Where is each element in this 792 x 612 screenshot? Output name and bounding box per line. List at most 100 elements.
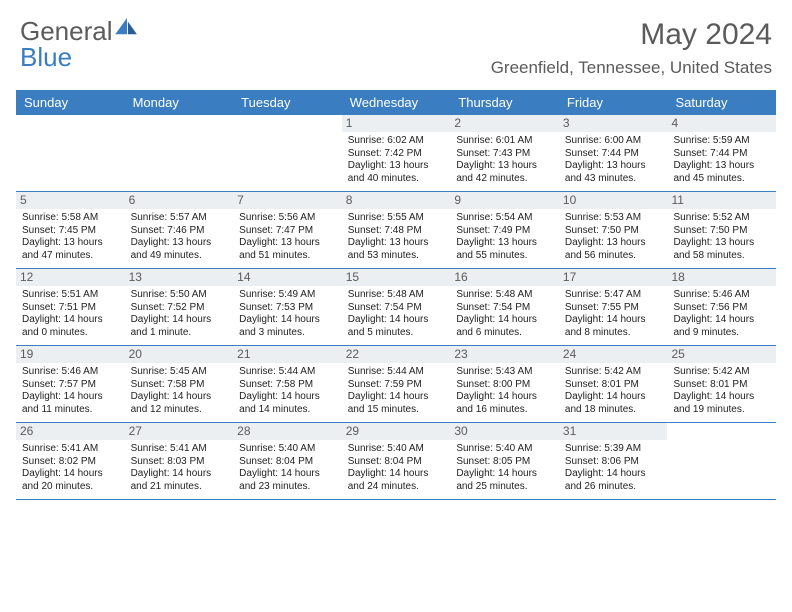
sunrise-text: Sunrise: 5:49 AM (239, 289, 336, 302)
daylight-text: and 12 minutes. (131, 404, 228, 417)
daylight-text: Daylight: 14 hours (22, 468, 119, 481)
daylight-text: and 49 minutes. (131, 250, 228, 263)
sunrise-text: Sunrise: 5:47 AM (565, 289, 662, 302)
calendar-cell: 3 Sunrise: 6:00 AMSunset: 7:44 PMDaylight… (559, 115, 668, 191)
sunrise-text: Sunrise: 5:42 AM (565, 366, 662, 379)
calendar-cell: 14 Sunrise: 5:49 AMSunset: 7:53 PMDayligh… (233, 269, 342, 345)
sunrise-text: Sunrise: 5:56 AM (239, 212, 336, 225)
sunset-text: Sunset: 7:43 PM (456, 148, 553, 161)
sunset-text: Sunset: 7:53 PM (239, 302, 336, 315)
daylight-text: Daylight: 14 hours (239, 314, 336, 327)
sunrise-text: Sunrise: 5:57 AM (131, 212, 228, 225)
calendar-cell-empty (667, 423, 776, 499)
daylight-text: and 51 minutes. (239, 250, 336, 263)
daylight-text: and 11 minutes. (22, 404, 119, 417)
daylight-text: Daylight: 14 hours (239, 468, 336, 481)
day-number: 22 (342, 346, 451, 363)
sunset-text: Sunset: 7:58 PM (131, 379, 228, 392)
daylight-text: and 0 minutes. (22, 327, 119, 340)
sunset-text: Sunset: 7:44 PM (673, 148, 770, 161)
sunrise-text: Sunrise: 6:00 AM (565, 135, 662, 148)
sunset-text: Sunset: 8:02 PM (22, 456, 119, 469)
sunrise-text: Sunrise: 5:48 AM (456, 289, 553, 302)
daylight-text: Daylight: 14 hours (239, 391, 336, 404)
day-number: 30 (450, 423, 559, 440)
calendar-cell: 30Sunrise: 5:40 AMSunset: 8:05 PMDayligh… (450, 423, 559, 499)
calendar-cell: 5Sunrise: 5:58 AMSunset: 7:45 PMDaylight… (16, 192, 125, 268)
daylight-text: Daylight: 14 hours (348, 468, 445, 481)
weekday-sunday: Sunday (16, 90, 125, 115)
calendar-cell: 9Sunrise: 5:54 AMSunset: 7:49 PMDaylight… (450, 192, 559, 268)
calendar-cell: 7Sunrise: 5:56 AMSunset: 7:47 PMDaylight… (233, 192, 342, 268)
daylight-text: and 19 minutes. (673, 404, 770, 417)
day-number: 15 (342, 269, 451, 286)
sunset-text: Sunset: 8:04 PM (239, 456, 336, 469)
calendar-cell: 13Sunrise: 5:50 AMSunset: 7:52 PMDayligh… (125, 269, 234, 345)
daylight-text: and 45 minutes. (673, 173, 770, 186)
sunrise-text: Sunrise: 5:55 AM (348, 212, 445, 225)
calendar-cell: 4Sunrise: 5:59 AMSunset: 7:44 PMDaylight… (667, 115, 776, 191)
sunset-text: Sunset: 7:56 PM (673, 302, 770, 315)
weeks-container: 1Sunrise: 6:02 AMSunset: 7:42 PMDaylight… (16, 115, 776, 500)
daylight-text: Daylight: 13 hours (565, 160, 662, 173)
calendar-cell: 12Sunrise: 5:51 AMSunset: 7:51 PMDayligh… (16, 269, 125, 345)
day-number: 31 (559, 423, 668, 440)
calendar-cell: 6Sunrise: 5:57 AMSunset: 7:46 PMDaylight… (125, 192, 234, 268)
daylight-text: Daylight: 13 hours (348, 160, 445, 173)
daylight-text: and 5 minutes. (348, 327, 445, 340)
day-number: 14 (233, 269, 342, 286)
daylight-text: and 20 minutes. (22, 481, 119, 494)
daylight-text: and 8 minutes. (565, 327, 662, 340)
sunrise-text: Sunrise: 5:42 AM (673, 366, 770, 379)
sunset-text: Sunset: 7:54 PM (348, 302, 445, 315)
sunset-text: Sunset: 8:04 PM (348, 456, 445, 469)
daylight-text: and 55 minutes. (456, 250, 553, 263)
daylight-text: and 58 minutes. (673, 250, 770, 263)
daylight-text: and 1 minute. (131, 327, 228, 340)
daylight-text: Daylight: 14 hours (348, 391, 445, 404)
day-number: 3 (559, 115, 668, 132)
weekday-friday: Friday (559, 90, 668, 115)
daylight-text: and 6 minutes. (456, 327, 553, 340)
daylight-text: Daylight: 13 hours (22, 237, 119, 250)
daylight-text: and 14 minutes. (239, 404, 336, 417)
sunset-text: Sunset: 8:06 PM (565, 456, 662, 469)
daylight-text: Daylight: 14 hours (131, 391, 228, 404)
day-number: 13 (125, 269, 234, 286)
sunset-text: Sunset: 7:55 PM (565, 302, 662, 315)
daylight-text: Daylight: 13 hours (673, 160, 770, 173)
daylight-text: and 56 minutes. (565, 250, 662, 263)
calendar-cell: 28Sunrise: 5:40 AMSunset: 8:04 PMDayligh… (233, 423, 342, 499)
calendar-cell: 22Sunrise: 5:44 AMSunset: 7:59 PMDayligh… (342, 346, 451, 422)
daylight-text: and 53 minutes. (348, 250, 445, 263)
sunrise-text: Sunrise: 5:59 AM (673, 135, 770, 148)
daylight-text: and 40 minutes. (348, 173, 445, 186)
day-number: 16 (450, 269, 559, 286)
sunrise-text: Sunrise: 5:46 AM (22, 366, 119, 379)
sunset-text: Sunset: 8:05 PM (456, 456, 553, 469)
daylight-text: Daylight: 14 hours (131, 468, 228, 481)
sunset-text: Sunset: 8:01 PM (673, 379, 770, 392)
calendar-cell: 15Sunrise: 5:48 AMSunset: 7:54 PMDayligh… (342, 269, 451, 345)
day-number: 12 (16, 269, 125, 286)
sunrise-text: Sunrise: 5:40 AM (239, 443, 336, 456)
sunset-text: Sunset: 7:42 PM (348, 148, 445, 161)
calendar-cell: 25Sunrise: 5:42 AMSunset: 8:01 PMDayligh… (667, 346, 776, 422)
daylight-text: Daylight: 14 hours (565, 391, 662, 404)
daylight-text: and 24 minutes. (348, 481, 445, 494)
day-number: 24 (559, 346, 668, 363)
daylight-text: Daylight: 13 hours (456, 160, 553, 173)
calendar-cell: 18Sunrise: 5:46 AMSunset: 7:56 PMDayligh… (667, 269, 776, 345)
daylight-text: Daylight: 13 hours (131, 237, 228, 250)
daylight-text: Daylight: 13 hours (673, 237, 770, 250)
daylight-text: and 47 minutes. (22, 250, 119, 263)
sunset-text: Sunset: 7:44 PM (565, 148, 662, 161)
daylight-text: and 15 minutes. (348, 404, 445, 417)
daylight-text: Daylight: 14 hours (131, 314, 228, 327)
daylight-text: Daylight: 14 hours (456, 468, 553, 481)
sunrise-text: Sunrise: 5:53 AM (565, 212, 662, 225)
daylight-text: and 18 minutes. (565, 404, 662, 417)
daylight-text: and 42 minutes. (456, 173, 553, 186)
daylight-text: and 26 minutes. (565, 481, 662, 494)
sunrise-text: Sunrise: 5:44 AM (348, 366, 445, 379)
